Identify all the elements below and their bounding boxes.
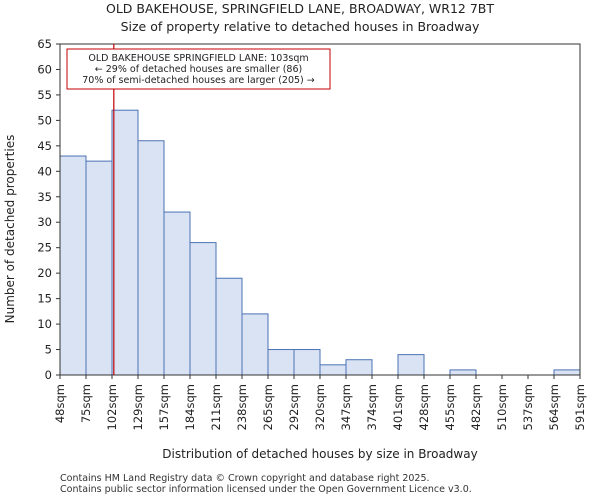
bar-347sqm [345, 359, 373, 376]
annotation-box [66, 48, 331, 90]
y-tick-label: 10 [37, 317, 52, 331]
y-tick-label: 15 [37, 292, 52, 306]
x-tick-label: 129sqm [131, 384, 145, 430]
x-tick-label: 157sqm [157, 384, 171, 430]
axes-group: 0 5 10 15 20 25 30 35 40 45 50 55 60 65 48sqm 75sqm 102s… [37, 37, 587, 430]
y-tick-label: 5 [45, 343, 52, 357]
y-tick-label: 65 [37, 37, 52, 51]
chart-subtitle: Size of property relative to detached ho… [121, 19, 480, 34]
footer-line-2: Contains public sector information licen… [60, 484, 472, 495]
x-tick-label: 401sqm [391, 384, 405, 430]
y-tick-label: 25 [37, 241, 52, 255]
y-tick-label: 40 [37, 164, 52, 178]
x-tick-label: 428sqm [417, 384, 431, 430]
bar-238sqm [241, 313, 269, 376]
bar-75sqm [85, 160, 113, 376]
bar-320sqm [319, 364, 347, 376]
x-tick-label: 347sqm [339, 384, 353, 430]
y-tick-label: 0 [45, 368, 52, 382]
x-tick-label: 510sqm [495, 384, 509, 430]
bar-48sqm [59, 155, 87, 376]
bar-211sqm [215, 277, 243, 376]
x-tick-label: 75sqm [79, 384, 93, 423]
y-axis-label: Number of detached properties [3, 135, 17, 324]
bar-292sqm [293, 349, 321, 376]
bar-401sqm [397, 354, 425, 376]
x-tick-label: 211sqm [209, 384, 223, 430]
footer-line-1: Contains HM Land Registry data © Crown c… [60, 473, 430, 484]
x-tick-label: 564sqm [547, 384, 561, 430]
y-tick-label: 60 [37, 62, 52, 76]
annotation-line-2: ← 29% of detached houses are smaller (86… [95, 64, 302, 75]
x-tick-label: 320sqm [313, 384, 327, 430]
property-marker: OLD BAKEHOUSE SPRINGFIELD LANE: 103sqm← … [66, 44, 331, 375]
x-tick-label: 292sqm [287, 384, 301, 430]
bar-265sqm [267, 349, 295, 376]
bar-184sqm [189, 242, 217, 376]
x-tick-label: 455sqm [443, 384, 457, 430]
annotation-line-1: OLD BAKEHOUSE SPRINGFIELD LANE: 103sqm [88, 53, 308, 64]
annotation-line-3: 70% of semi-detached houses are larger (… [82, 75, 315, 86]
bar-157sqm [163, 211, 191, 376]
x-tick-label: 102sqm [105, 384, 119, 430]
y-tick-label: 55 [37, 88, 52, 102]
y-tick-label: 30 [37, 215, 52, 229]
y-tick-label: 20 [37, 266, 52, 280]
x-tick-label: 265sqm [261, 384, 275, 430]
bar-129sqm [137, 140, 165, 376]
x-tick-label: 482sqm [469, 384, 483, 430]
x-tick-label: 238sqm [235, 384, 249, 430]
x-tick-label: 48sqm [53, 384, 67, 423]
bar-102sqm [111, 109, 139, 376]
y-tick-label: 35 [37, 190, 52, 204]
x-tick-label: 591sqm [573, 384, 587, 430]
bars-group [59, 109, 581, 376]
chart-title: OLD BAKEHOUSE, SPRINGFIELD LANE, BROADWA… [106, 1, 494, 16]
x-tick-label: 374sqm [365, 384, 379, 430]
x-tick-label: 184sqm [183, 384, 197, 430]
x-axis-label: Distribution of detached houses by size … [162, 447, 477, 461]
y-tick-label: 45 [37, 139, 52, 153]
y-tick-label: 50 [37, 113, 52, 127]
bar-455sqm [449, 369, 477, 376]
x-tick-label: 537sqm [521, 384, 535, 430]
bar-564sqm [553, 369, 581, 376]
